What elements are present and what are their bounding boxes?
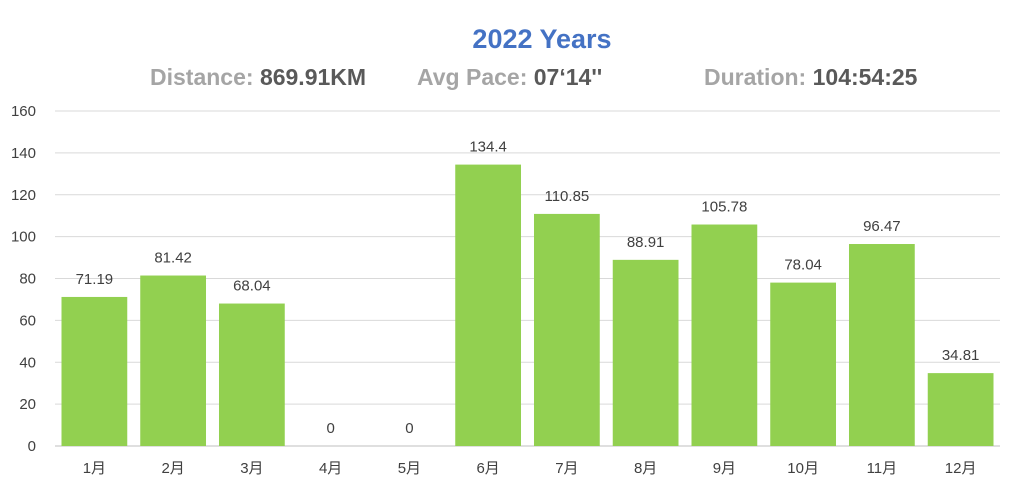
y-tick-label: 40 bbox=[19, 354, 36, 371]
x-tick-label: 2月 bbox=[161, 460, 184, 477]
bar bbox=[770, 282, 837, 446]
pace-stat: Avg Pace: 07‘14'' bbox=[417, 64, 602, 91]
y-tick-label: 80 bbox=[19, 271, 36, 288]
x-tick-label: 6月 bbox=[476, 460, 499, 477]
bar bbox=[848, 244, 915, 446]
data-label: 96.47 bbox=[863, 218, 901, 235]
bar bbox=[691, 224, 758, 446]
y-tick-label: 0 bbox=[28, 438, 36, 455]
bar bbox=[612, 259, 679, 446]
data-label: 105.78 bbox=[701, 199, 747, 216]
distance-label: Distance: bbox=[150, 64, 254, 90]
bar bbox=[140, 275, 207, 446]
bar bbox=[455, 164, 522, 446]
x-tick-label: 7月 bbox=[555, 460, 578, 477]
data-label: 71.19 bbox=[76, 271, 114, 288]
y-tick-label: 120 bbox=[11, 187, 36, 204]
data-label: 110.85 bbox=[544, 188, 589, 205]
x-tick-label: 11月 bbox=[867, 460, 898, 477]
data-label: 81.42 bbox=[154, 250, 192, 267]
bar bbox=[533, 213, 600, 446]
data-label: 0 bbox=[405, 420, 413, 437]
duration-label: Duration: bbox=[704, 64, 807, 90]
bar bbox=[927, 373, 994, 446]
duration-stat: Duration: 104:54:25 bbox=[704, 64, 917, 91]
y-tick-label: 160 bbox=[11, 103, 36, 120]
data-label: 68.04 bbox=[233, 278, 271, 295]
distance-stat: Distance: 869.91KM bbox=[150, 64, 366, 91]
x-tick-label: 1月 bbox=[83, 460, 106, 477]
x-tick-label: 8月 bbox=[634, 460, 657, 477]
y-tick-label: 140 bbox=[11, 145, 36, 162]
bar bbox=[61, 296, 128, 446]
data-label: 134.4 bbox=[469, 139, 507, 156]
data-label: 34.81 bbox=[942, 347, 980, 364]
pace-label: Avg Pace: bbox=[417, 64, 528, 90]
data-label: 78.04 bbox=[784, 257, 822, 274]
y-tick-label: 60 bbox=[19, 312, 36, 329]
x-tick-label: 4月 bbox=[319, 460, 342, 477]
data-label: 0 bbox=[326, 420, 334, 437]
pace-value: 07‘14'' bbox=[533, 64, 603, 90]
x-tick-label: 10月 bbox=[787, 460, 819, 477]
x-tick-label: 5月 bbox=[398, 460, 421, 477]
x-tick-label: 3月 bbox=[240, 460, 263, 477]
distance-value: 869.91KM bbox=[259, 64, 367, 90]
x-tick-label: 9月 bbox=[713, 460, 736, 477]
x-tick-label: 12月 bbox=[945, 460, 977, 477]
duration-value: 104:54:25 bbox=[812, 64, 918, 90]
data-label: 88.91 bbox=[627, 234, 665, 251]
bar bbox=[218, 303, 285, 446]
y-tick-label: 20 bbox=[19, 396, 36, 413]
chart-title: 2022 Years bbox=[472, 24, 612, 54]
summary-stats: Distance: 869.91KM Avg Pace: 07‘14'' Dur… bbox=[0, 64, 1024, 94]
y-tick-label: 100 bbox=[11, 229, 36, 246]
